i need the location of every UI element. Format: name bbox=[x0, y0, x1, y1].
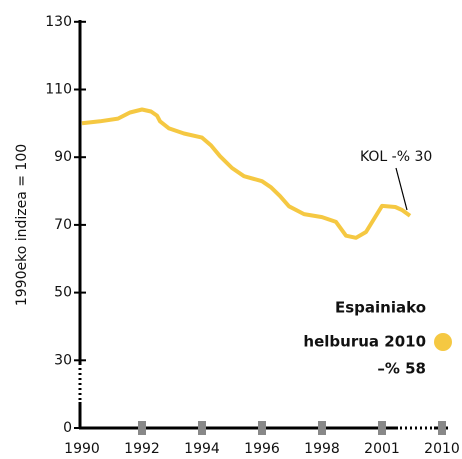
y-tick-label: 130 bbox=[45, 14, 72, 30]
x-tick-label: 1992 bbox=[124, 441, 160, 457]
x-tick-label: 1996 bbox=[244, 441, 280, 457]
y-axis-label: 1990eko indizea = 100 bbox=[14, 144, 30, 306]
y-tick-label: 70 bbox=[54, 217, 72, 233]
annotation: KOL -% 30 bbox=[360, 149, 432, 165]
x-tick bbox=[138, 421, 146, 435]
x-tick bbox=[438, 421, 446, 435]
x-tick-label: 1998 bbox=[304, 441, 340, 457]
target-text: Espainiako bbox=[335, 299, 426, 317]
x-tick-label: 1990 bbox=[64, 441, 100, 457]
x-tick bbox=[198, 421, 206, 435]
target-text: helburua 2010 bbox=[303, 333, 426, 351]
target-dot bbox=[434, 333, 452, 351]
x-tick bbox=[318, 421, 326, 435]
x-tick-label: 2010 bbox=[424, 441, 460, 457]
target-text: –% 58 bbox=[377, 360, 426, 378]
x-tick-label: 1994 bbox=[184, 441, 220, 457]
x-tick-label: 2001 bbox=[364, 441, 400, 457]
annotation-line bbox=[395, 167, 408, 211]
line bbox=[81, 107, 412, 240]
y-tick-label: 110 bbox=[45, 82, 72, 98]
y-tick-label: 50 bbox=[54, 285, 72, 301]
y-tick-label: 90 bbox=[54, 149, 72, 165]
x-tick bbox=[258, 421, 266, 435]
y-tick-label: 0 bbox=[63, 420, 72, 436]
y-tick-label: 30 bbox=[54, 352, 72, 368]
x-tick bbox=[378, 421, 386, 435]
